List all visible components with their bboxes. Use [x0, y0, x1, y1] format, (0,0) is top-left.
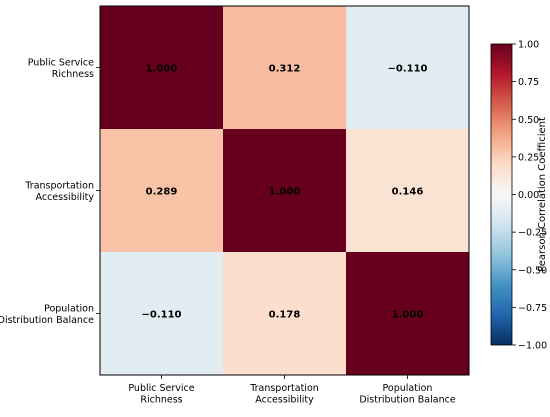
- colorbar-tick-label-1: 0.75: [518, 77, 539, 88]
- colorbar-label: Pearson Correlation Coefficient: [537, 117, 548, 272]
- heatmap-cell-2-1: [223, 252, 347, 376]
- y-tick-label-1: Transportation Accessibility: [24, 181, 94, 204]
- colorbar-tick-label-7: −0.75: [518, 303, 547, 314]
- cell-value-label-2-0: −0.110: [141, 310, 181, 321]
- colorbar-tick-label-5: −0.25: [518, 228, 547, 239]
- colorbar-tick-label-4: 0.00: [518, 190, 539, 201]
- cell-value-label-1-0: 0.289: [146, 187, 178, 198]
- colorbar-tick-label-0: 1.00: [518, 40, 539, 51]
- y-tick-label-0: Public Service Richness: [28, 58, 94, 81]
- colorbar: 1.00 0.75 0.50 0.25 0.00 −0.25 −0.50 −0.75 −1.00…: [490, 40, 548, 352]
- heatmap-cell-0-1: [223, 6, 347, 130]
- heatmap-cell-0-0: [100, 6, 224, 130]
- heatmap-cell-0-2: [346, 6, 470, 130]
- x-tick-label-0: Public Service Richness: [128, 383, 194, 406]
- x-tick-label-2: Population Distribution Balance: [359, 383, 455, 406]
- heatmap-cell-1-2: [346, 129, 470, 253]
- colorbar-gradient: [490, 43, 513, 346]
- cell-value-label-0-2: −0.110: [387, 64, 427, 75]
- heatmap-cell-2-0: [100, 252, 224, 376]
- colorbar-tick-label-2: 0.50: [518, 115, 539, 126]
- colorbar-ticks: 1.00 0.75 0.50 0.25 0.00 −0.25 −0.50 −0.75 −1.00: [512, 40, 547, 352]
- cell-value-label-2-1: 0.178: [269, 310, 301, 321]
- heatmap-cell-2-2: [346, 252, 470, 376]
- heatmap-cell-1-0: [100, 129, 224, 253]
- y-tick-label-2: Population Distribution Balance: [0, 304, 94, 327]
- cell-value-label-0-0: 1.000: [146, 64, 178, 75]
- x-tick-label-1: Transportation Accessibility: [249, 383, 319, 406]
- heatmap-cell-1-1: [223, 129, 347, 253]
- cell-value-label-1-1: 1.000: [269, 187, 301, 198]
- colorbar-tick-label-6: −0.50: [518, 265, 547, 276]
- cell-value-label-1-2: 0.146: [392, 187, 424, 198]
- y-axis: Public Service Richness Transportation Acce…: [0, 58, 100, 327]
- colorbar-tick-label-3: 0.25: [518, 152, 539, 163]
- heatmap-cells: [100, 6, 470, 376]
- cell-value-label-0-1: 0.312: [269, 64, 301, 75]
- heatmap-cell-labels: 1.000 0.312 −0.110 0.289 1.000 0.146 −0.110 0.1…: [141, 64, 427, 321]
- cell-value-label-2-2: 1.000: [392, 310, 424, 321]
- x-axis: Public Service Richness Transportation Acce…: [128, 375, 456, 406]
- colorbar-tick-label-8: −1.00: [518, 341, 547, 352]
